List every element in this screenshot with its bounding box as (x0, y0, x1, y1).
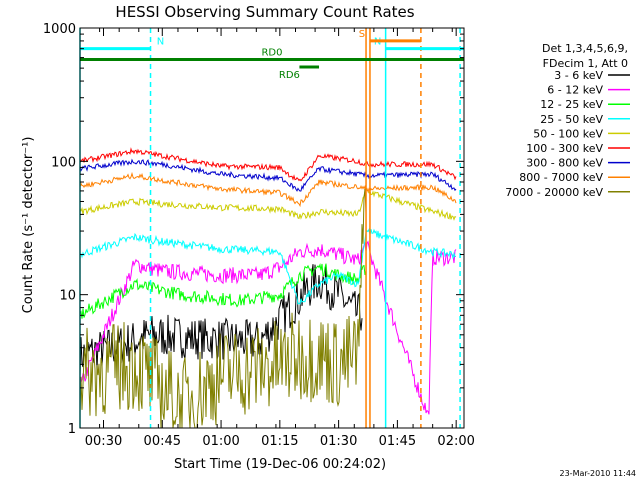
legend-header-line: Det 1,3,4,5,6,9, (542, 42, 628, 55)
legend: Det 1,3,4,5,6,9, FDecim 1, Att 03 - 6 keV… (505, 42, 630, 199)
annotation-label-rd6-3: RD6 (279, 70, 300, 81)
annotation-label-n-0: N (157, 37, 164, 48)
y-tick-label: 1000 (43, 22, 76, 37)
series-300-800-kev-line (79, 158, 457, 192)
legend-label: 7000 - 20000 keV (505, 186, 603, 199)
series-7000-20000-kev-line (79, 188, 367, 429)
plot-frame (79, 27, 465, 429)
chart-title: HESSI Observing Summary Count Rates (115, 3, 414, 21)
series-12-25-kev-line (79, 262, 367, 319)
series-25-50-kev-line (79, 227, 456, 305)
x-tick-label: 01:00 (202, 434, 239, 449)
legend-header-line: FDecim 1, Att 0 (543, 57, 628, 70)
y-axis-label: Count Rate (s⁻¹ detector⁻¹) (21, 137, 36, 314)
x-axis-label: Start Time (19-Dec-06 00:24:02) (174, 457, 386, 472)
y-tick-label: 10 (59, 289, 76, 304)
legend-label: 12 - 25 keV (540, 98, 603, 111)
series-800-7000-kev-line (79, 171, 457, 208)
axes: 00:30 00:45 01:00 01:15 01:30 01:45 02:00 1 10 10… (43, 22, 475, 449)
x-tick-label: 02:00 (437, 434, 474, 449)
x-tick-label: 01:30 (320, 434, 357, 449)
y-tick-label: 1 (68, 422, 76, 437)
series-3-6-kev-line (79, 263, 363, 377)
legend-label: 100 - 300 keV (526, 142, 603, 155)
annotation-label-rd0-2: RD0 (261, 48, 282, 59)
timestamp: 23-Mar-2010 11:44 (560, 469, 637, 478)
series-50-100-kev-line (79, 189, 457, 221)
legend-label: 6 - 12 keV (547, 84, 603, 97)
legend-label: 800 - 7000 keV (519, 171, 603, 184)
x-tick-label: 00:30 (85, 434, 122, 449)
legend-label: 300 - 800 keV (526, 157, 603, 170)
series-6-12-kev-line (79, 240, 457, 415)
legend-label: 25 - 50 keV (540, 113, 603, 126)
plot-area (79, 147, 457, 429)
legend-label: 3 - 6 keV (554, 69, 603, 82)
y-tick-label: 100 (51, 155, 76, 170)
legend-label: 50 - 100 keV (533, 127, 603, 140)
x-tick-label: 01:15 (261, 434, 298, 449)
x-tick-label: 01:45 (379, 434, 416, 449)
series-100-300-kev-line (79, 147, 457, 182)
x-tick-label: 00:45 (144, 434, 181, 449)
annotation-label-s-4: S (359, 29, 365, 40)
